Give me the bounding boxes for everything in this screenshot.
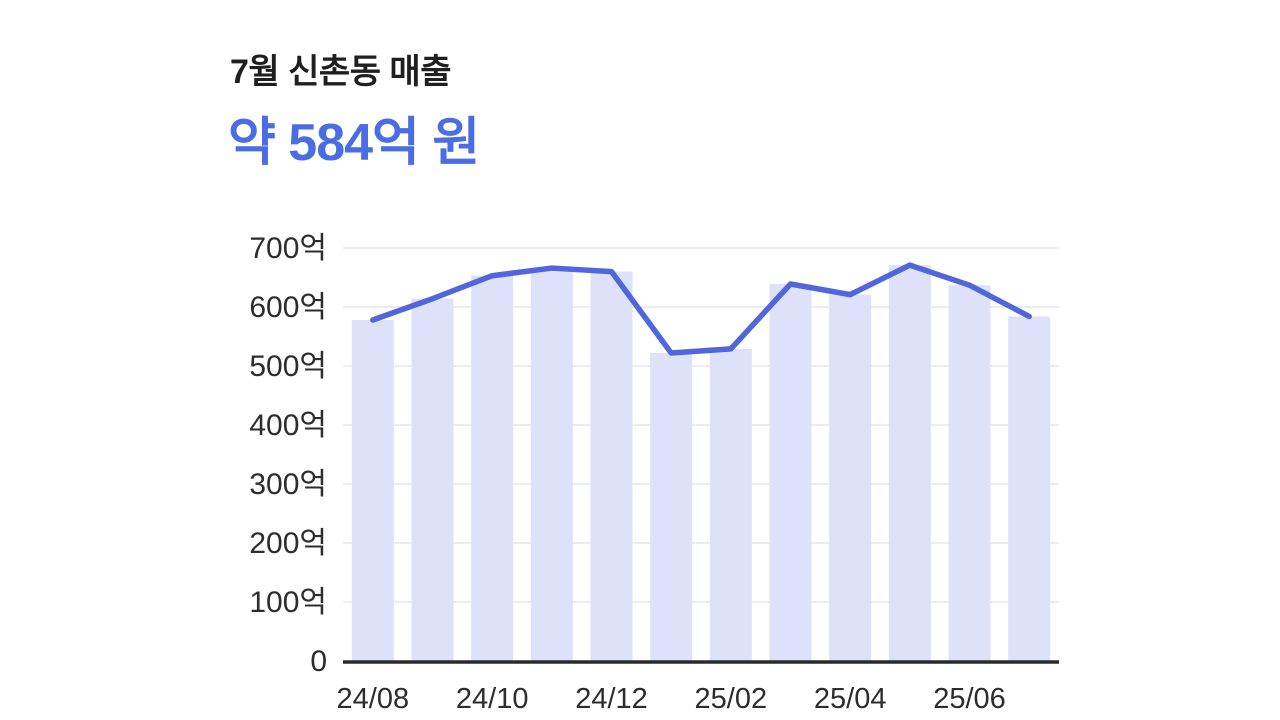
chart-title: 7월 신촌동 매출 (230, 53, 451, 91)
bar-24/11 (530, 268, 573, 661)
y-tick-label-600: 600억 (249, 291, 327, 324)
y-tick-label-500: 500억 (249, 350, 327, 383)
bar-25/07 (1008, 316, 1051, 661)
bar-25/02 (709, 348, 752, 661)
y-tick-label-400: 400억 (249, 409, 327, 442)
chart-subtitle-value: 약 584억 원 (228, 114, 480, 172)
x-tick-label-25/06: 25/06 (933, 683, 1006, 715)
y-tick-label-700: 700억 (249, 232, 327, 265)
bar-25/06 (948, 285, 991, 661)
bar-24/08 (351, 319, 394, 661)
bar-25/03 (769, 283, 812, 661)
bar-24/10 (471, 275, 514, 661)
x-tick-label-24/10: 24/10 (456, 683, 529, 715)
y-tick-label-0: 0 (310, 645, 327, 678)
x-tick-label-25/04: 25/04 (814, 683, 887, 715)
x-tick-label-25/02: 25/02 (695, 683, 768, 715)
bar-25/04 (829, 294, 872, 661)
bar-25/01 (650, 353, 693, 661)
x-tick-label-24/12: 24/12 (575, 683, 648, 715)
bar-24/09 (411, 298, 454, 661)
y-tick-label-300: 300억 (249, 468, 327, 501)
bar-25/05 (888, 265, 931, 661)
y-tick-label-200: 200억 (249, 527, 327, 560)
x-tick-label-24/08: 24/08 (337, 683, 410, 715)
bar-24/12 (590, 271, 633, 661)
y-tick-label-100: 100억 (249, 586, 327, 619)
trend-line (370, 262, 1032, 356)
